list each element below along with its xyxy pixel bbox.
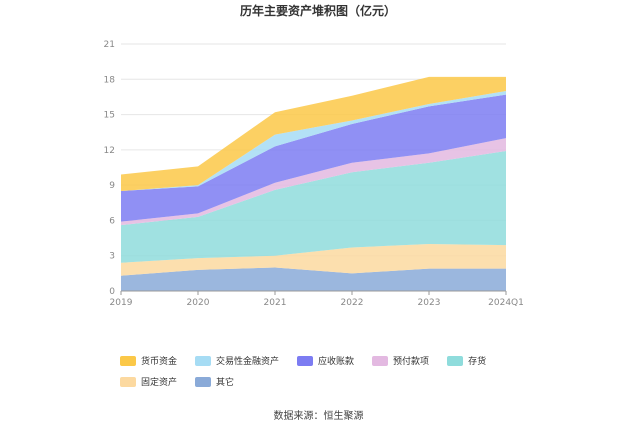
legend-item-other[interactable]: 其它	[195, 375, 234, 388]
area-series-3[interactable]	[121, 138, 506, 226]
data-source: 数据来源：恒生聚源	[273, 411, 364, 422]
legend-item-trading-financial-assets[interactable]: 交易性金融资产	[195, 354, 279, 367]
legend-label-cash: 货币资金	[141, 357, 178, 367]
legend-label-fixed-assets: 固定资产	[141, 378, 178, 388]
y-tick-label: 12	[104, 146, 115, 156]
x-tick-label: 2021	[264, 298, 287, 308]
legend-item-cash[interactable]: 货币资金	[120, 354, 177, 367]
legend-label-trading-financial-assets: 交易性金融资产	[216, 357, 280, 367]
legend: 货币资金 交易性金融资产 应收账款 预付款项 存货 固定资产 其它	[120, 354, 550, 388]
area-series	[121, 76, 506, 291]
x-tick-label: 2023	[418, 298, 441, 308]
area-series-4[interactable]	[121, 94, 506, 222]
legend-swatch-cash	[120, 355, 136, 366]
legend-swatch-fixed-assets	[120, 376, 136, 387]
legend-swatch-other	[195, 376, 212, 387]
x-tick-label: 2024Q1	[488, 298, 524, 308]
area-series-0[interactable]	[121, 267, 506, 291]
x-tick-label: 2020	[187, 298, 210, 308]
y-tick-label: 3	[109, 252, 115, 262]
x-tick-label: 2022	[341, 298, 364, 308]
area-series-1[interactable]	[121, 243, 506, 276]
y-tick-label: 15	[104, 111, 115, 121]
legend-item-inventory[interactable]: 存货	[447, 354, 486, 367]
legend-swatch-accounts-receivable	[297, 355, 314, 366]
legend-label-other: 其它	[216, 378, 235, 388]
y-tick-label: 6	[109, 216, 115, 226]
y-tick-label: 18	[104, 75, 116, 85]
y-tick-label: 21	[104, 40, 115, 50]
axes: 0 3 6 9 12 15 18 21 2019 2020 2021 2022 2023 2024Q1	[104, 40, 524, 308]
legend-label-accounts-receivable: 应收账款	[318, 357, 355, 367]
legend-label-inventory: 存货	[468, 357, 487, 367]
chart-title: 历年主要资产堆积图（亿元）	[240, 3, 396, 18]
x-tick-label: 2019	[110, 298, 133, 308]
area-series-6[interactable]	[121, 76, 506, 192]
legend-item-fixed-assets[interactable]: 固定资产	[120, 375, 177, 388]
legend-swatch-trading-financial-assets	[195, 355, 212, 366]
legend-item-accounts-receivable[interactable]: 应收账款	[297, 354, 354, 367]
legend-swatch-inventory	[447, 355, 464, 366]
legend-label-prepayments: 预付款项	[393, 357, 430, 367]
legend-swatch-prepayments	[372, 355, 389, 366]
y-tick-label: 0	[109, 287, 115, 297]
area-series-2[interactable]	[121, 151, 506, 263]
y-tick-label: 9	[109, 181, 115, 191]
legend-item-prepayments[interactable]: 预付款项	[372, 354, 429, 367]
stacked-area-chart: 历年主要资产堆积图（亿元） 0 3 6 9 12 15 18 21 2019 2020 2021 20…	[104, 3, 524, 308]
